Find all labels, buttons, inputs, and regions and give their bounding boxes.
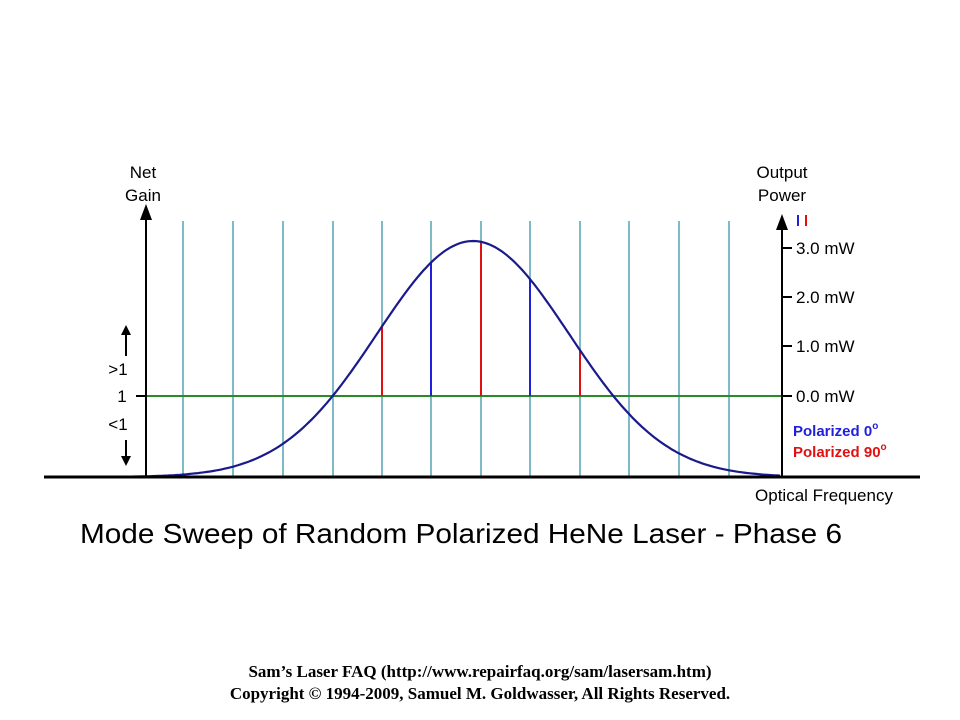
power-tick-1mw: 1.0 mW	[796, 337, 855, 356]
left-axis-label-line1: Net	[130, 163, 157, 182]
gain-curve	[120, 239, 781, 478]
gain-unity-label: 1	[117, 387, 126, 406]
footer-copyright-line: Copyright © 1994-2009, Samuel M. Goldwas…	[229, 684, 731, 703]
right-axis-label-line2: Power	[758, 186, 807, 205]
power-tick-0mw: 0.0 mW	[796, 387, 855, 406]
gain-range-arrows	[121, 325, 131, 466]
right-axis	[776, 214, 792, 477]
legend-polarized-0-degree: o	[872, 421, 878, 432]
legend-polarized-0-text: Polarized 0	[793, 423, 872, 440]
frequency-axis-label: Optical Frequency	[755, 486, 893, 505]
mode-sweep-diagram: Net Gain >1 1 <1 Optical Frequency Outpu…	[0, 128, 960, 580]
legend-polarized-0: Polarized 0o	[793, 421, 878, 440]
power-tick-2mw: 2.0 mW	[796, 288, 855, 307]
gain-less-label: <1	[108, 415, 127, 434]
lasing-modes	[381, 241, 581, 396]
right-axis-label-line1: Output	[756, 163, 807, 182]
legend-polarized-90-degree: o	[881, 442, 887, 453]
left-axis-label-line2: Gain	[125, 186, 161, 205]
legend-polarized-90-text: Polarized 90	[793, 444, 881, 461]
footer-source-line: Sam’s Laser FAQ (http://www.repairfaq.or…	[248, 662, 712, 681]
power-tick-3mw: 3.0 mW	[796, 239, 855, 258]
diagram-title: Mode Sweep of Random Polarized HeNe Lase…	[80, 518, 842, 549]
gain-greater-label: >1	[108, 360, 127, 379]
legend-polarized-90: Polarized 90o	[793, 442, 887, 461]
left-axis	[136, 204, 152, 477]
cavity-mode-lines	[182, 221, 730, 477]
